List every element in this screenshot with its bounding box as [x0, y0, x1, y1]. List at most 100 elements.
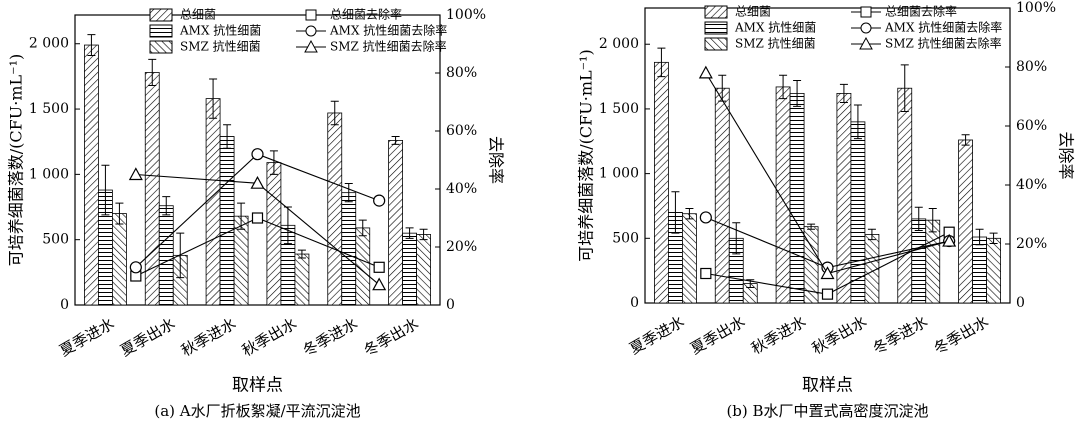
- legend-marker: [859, 36, 873, 50]
- legend-marker: [305, 9, 317, 21]
- error-bar: [839, 83, 848, 103]
- x-axis-title: 取样点: [232, 376, 283, 396]
- marker: [373, 261, 385, 273]
- line-segment: [135, 217, 258, 277]
- y2-tick-label: 100%: [446, 7, 486, 23]
- error-bar: [297, 249, 306, 259]
- line-segment: [705, 216, 828, 269]
- error-bar: [223, 124, 232, 149]
- error-bar: [867, 228, 876, 241]
- x-tick-label: 秋季进水: [178, 314, 239, 360]
- bar: [416, 234, 431, 306]
- error-bar: [148, 58, 157, 87]
- bar: [682, 213, 697, 304]
- line-segment: [827, 240, 950, 269]
- error-bar: [101, 164, 110, 216]
- bar: [714, 87, 730, 304]
- y-tick-label: 0: [630, 295, 639, 311]
- error-bar: [807, 223, 816, 230]
- y2-tick-label: 80%: [446, 65, 477, 81]
- y2-tick-label: 60%: [446, 123, 477, 139]
- bar: [327, 112, 343, 306]
- x-axis-title: 取样点: [802, 376, 853, 396]
- error-bar: [162, 196, 171, 216]
- x-tick-label: 夏季出水: [687, 312, 748, 358]
- y2-tick-label: 0: [1016, 295, 1025, 311]
- y-tick-label: 1 000: [29, 166, 69, 182]
- x-tick-label: 秋季出水: [809, 312, 870, 358]
- bar: [654, 61, 669, 304]
- legend-label: SMZ 抗性细菌去除率: [885, 36, 1002, 51]
- legend-marker: [305, 25, 317, 37]
- legend-marker: [860, 22, 872, 34]
- error-bar: [330, 100, 339, 126]
- bar: [294, 253, 310, 306]
- bar: [775, 86, 791, 304]
- error-bar: [115, 202, 124, 225]
- legend-swatch: [704, 37, 728, 51]
- error-bar: [209, 78, 218, 119]
- legend-marker: [860, 6, 872, 18]
- error-bar: [657, 47, 666, 78]
- error-bar: [269, 150, 278, 175]
- bar: [388, 140, 403, 306]
- bar: [158, 205, 174, 306]
- x-tick-label: 冬季出水: [361, 314, 422, 360]
- y2-tick-label: 80%: [1016, 59, 1047, 75]
- legend-label: AMX 抗性细菌: [734, 20, 816, 35]
- marker: [128, 167, 143, 181]
- x-tick-label: 冬季进水: [300, 314, 361, 360]
- bar: [897, 87, 913, 304]
- error-bar: [358, 219, 367, 237]
- x-tick-label: 秋季进水: [748, 312, 809, 358]
- line-segment: [705, 272, 828, 295]
- error-bar: [237, 202, 246, 230]
- marker: [942, 233, 957, 247]
- bar: [205, 98, 221, 306]
- error-bar: [391, 135, 400, 145]
- line-segment: [827, 240, 950, 275]
- y-axis-title: 可培养细菌落数/(CFU·mL⁻¹): [7, 54, 26, 266]
- error-bar: [718, 74, 727, 102]
- y-tick-label: 0: [60, 297, 69, 313]
- marker: [699, 211, 712, 224]
- legend-swatch: [704, 21, 728, 35]
- marker: [373, 194, 386, 207]
- error-bar: [419, 228, 428, 241]
- error-bar: [975, 228, 984, 246]
- marker: [821, 288, 834, 300]
- bar: [958, 139, 973, 304]
- marker: [700, 267, 712, 280]
- legend-label: 总细菌: [180, 8, 216, 22]
- legend-label: 总细菌: [735, 5, 771, 19]
- y-tick-label: 500: [42, 232, 69, 248]
- error-bar: [732, 222, 741, 255]
- x-tick-label: 秋季出水: [239, 314, 300, 360]
- legend-label: SMZ 抗性细菌: [735, 36, 816, 51]
- y2-tick-label: 60%: [1016, 118, 1047, 134]
- y-tick-label: 1 500: [599, 101, 639, 117]
- y-tick-label: 500: [612, 230, 639, 246]
- line-segment: [257, 153, 380, 202]
- y2-axis-title: 去除率: [487, 136, 506, 184]
- error-bar: [793, 79, 802, 107]
- legend-label: SMZ 抗性细菌去除率: [330, 39, 447, 54]
- error-bar: [671, 191, 680, 234]
- legend-marker: [304, 39, 318, 53]
- y-tick-label: 2 000: [29, 36, 69, 52]
- error-bar: [779, 74, 788, 100]
- legend-label: 总细菌去除率: [885, 4, 957, 19]
- bar: [84, 44, 99, 306]
- error-bar: [914, 206, 923, 232]
- x-tick-label: 冬季出水: [931, 312, 992, 358]
- line-segment: [257, 217, 380, 268]
- marker: [372, 277, 387, 291]
- bar: [112, 213, 127, 306]
- y2-tick-label: 40%: [1016, 177, 1047, 193]
- legend-swatch: [149, 24, 173, 38]
- line-segment: [705, 72, 828, 274]
- y2-tick-label: 20%: [1016, 236, 1047, 252]
- marker: [820, 266, 835, 280]
- error-bar: [928, 208, 937, 233]
